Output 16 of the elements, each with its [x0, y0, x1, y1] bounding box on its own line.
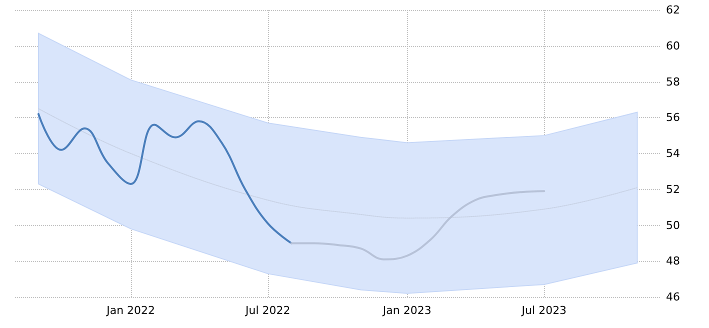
y-tick-label: 58 — [666, 75, 680, 88]
x-tick-label: Jul 2022 — [244, 304, 290, 317]
x-tick-label: Jul 2023 — [520, 304, 567, 317]
y-tick-label: 52 — [666, 182, 680, 196]
x-tick-label: Jan 2023 — [382, 304, 432, 317]
y-tick-label: 50 — [666, 218, 680, 232]
line-series — [290, 190, 546, 260]
x-tick-label: Jan 2022 — [106, 304, 156, 317]
y-tick-label: 56 — [666, 111, 680, 124]
y-tick-label: 60 — [666, 39, 680, 52]
y-tick-label: 62 — [666, 4, 680, 16]
line-series — [38, 108, 638, 219]
line-series — [37, 113, 292, 244]
y-tick-label: 46 — [666, 290, 680, 304]
y-tick-label: 54 — [666, 147, 680, 160]
y-tick-label: 48 — [666, 254, 680, 268]
